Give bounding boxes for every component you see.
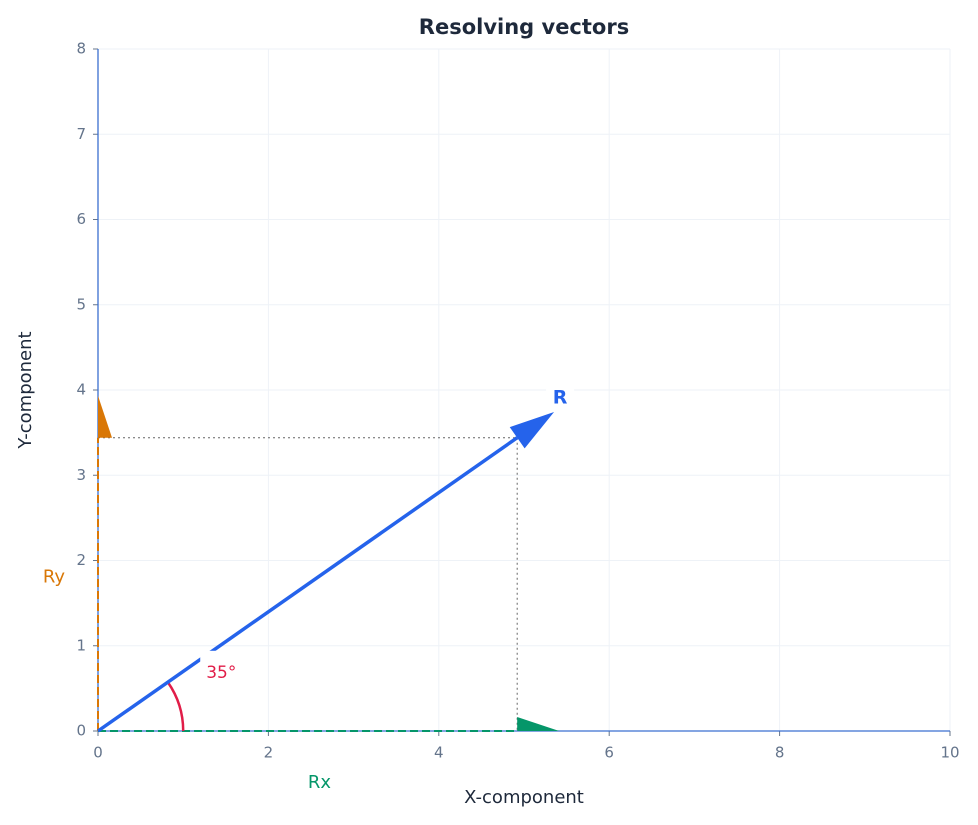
- angle-label: 35°: [206, 663, 236, 683]
- x-tick-label: 0: [93, 744, 103, 762]
- y-tick-label: 6: [76, 210, 86, 228]
- y-tick-label: 0: [76, 722, 86, 740]
- vector-head: [509, 411, 555, 449]
- y-tick-label: 3: [76, 466, 86, 484]
- angle-arc: [166, 681, 185, 732]
- vector-label: R: [553, 386, 568, 408]
- y-tick-label: 1: [76, 636, 86, 654]
- vector: [96, 436, 519, 733]
- y-axis-label: Y-component: [15, 331, 36, 449]
- x-tick-label: 8: [775, 744, 785, 762]
- chart-title: Resolving vectors: [419, 15, 629, 39]
- x-tick-label: 4: [434, 744, 444, 762]
- vector-label-bg: [546, 383, 575, 410]
- component-label: Rx: [308, 772, 332, 793]
- x-tick-label: 2: [264, 744, 274, 762]
- angle-label-bg: [200, 650, 245, 675]
- y-tick-label: 7: [76, 125, 86, 143]
- component-head: [517, 717, 560, 731]
- y-tick-label: 8: [76, 40, 86, 58]
- y-tick-label: 4: [76, 381, 86, 399]
- y-tick-label: 5: [76, 295, 86, 313]
- x-axis-label: X-component: [464, 787, 584, 808]
- x-tick-label: 10: [940, 744, 959, 762]
- y-tick-label: 2: [76, 551, 86, 569]
- component-label: Ry: [43, 567, 66, 588]
- component-head: [98, 395, 112, 438]
- x-tick-label: 6: [604, 744, 614, 762]
